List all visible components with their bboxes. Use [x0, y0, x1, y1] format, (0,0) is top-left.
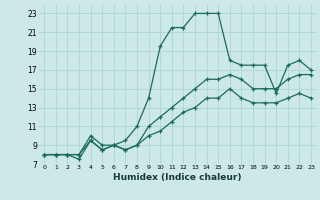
- X-axis label: Humidex (Indice chaleur): Humidex (Indice chaleur): [113, 173, 242, 182]
